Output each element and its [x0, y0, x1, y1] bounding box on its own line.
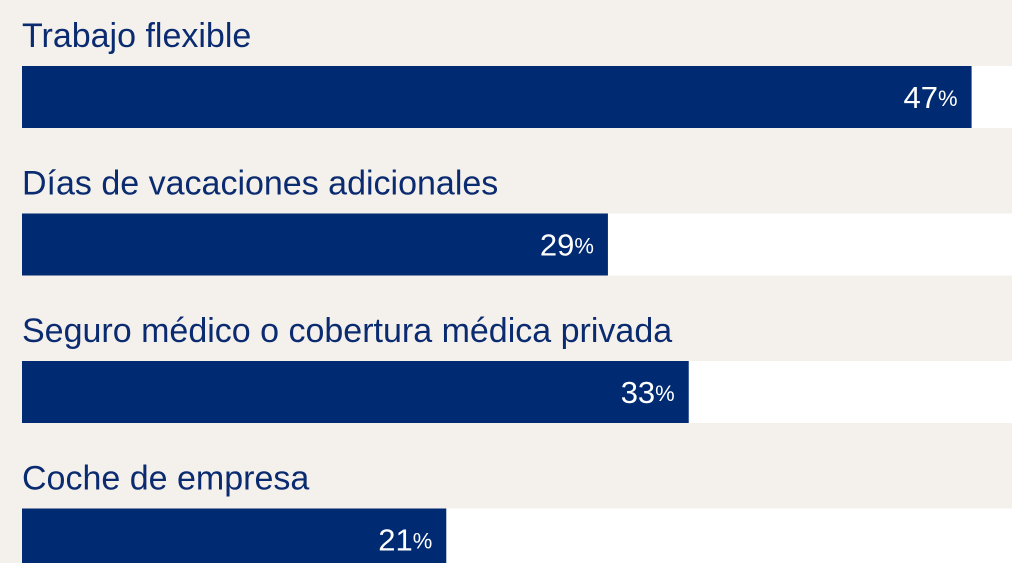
value-label: 33%: [621, 375, 675, 410]
value-label: 29%: [540, 228, 594, 263]
category-label: Coche de empresa: [22, 459, 309, 497]
category-label: Trabajo flexible: [22, 17, 251, 55]
category-label: Días de vacaciones adicionales: [22, 164, 498, 202]
value-label: 47%: [904, 80, 958, 115]
category-label: Seguro médico o cobertura médica privada: [22, 312, 672, 350]
bar: [22, 508, 447, 563]
bar: [22, 213, 608, 276]
bar: [22, 66, 972, 128]
bar: [22, 361, 689, 423]
value-label: 21%: [378, 523, 432, 558]
